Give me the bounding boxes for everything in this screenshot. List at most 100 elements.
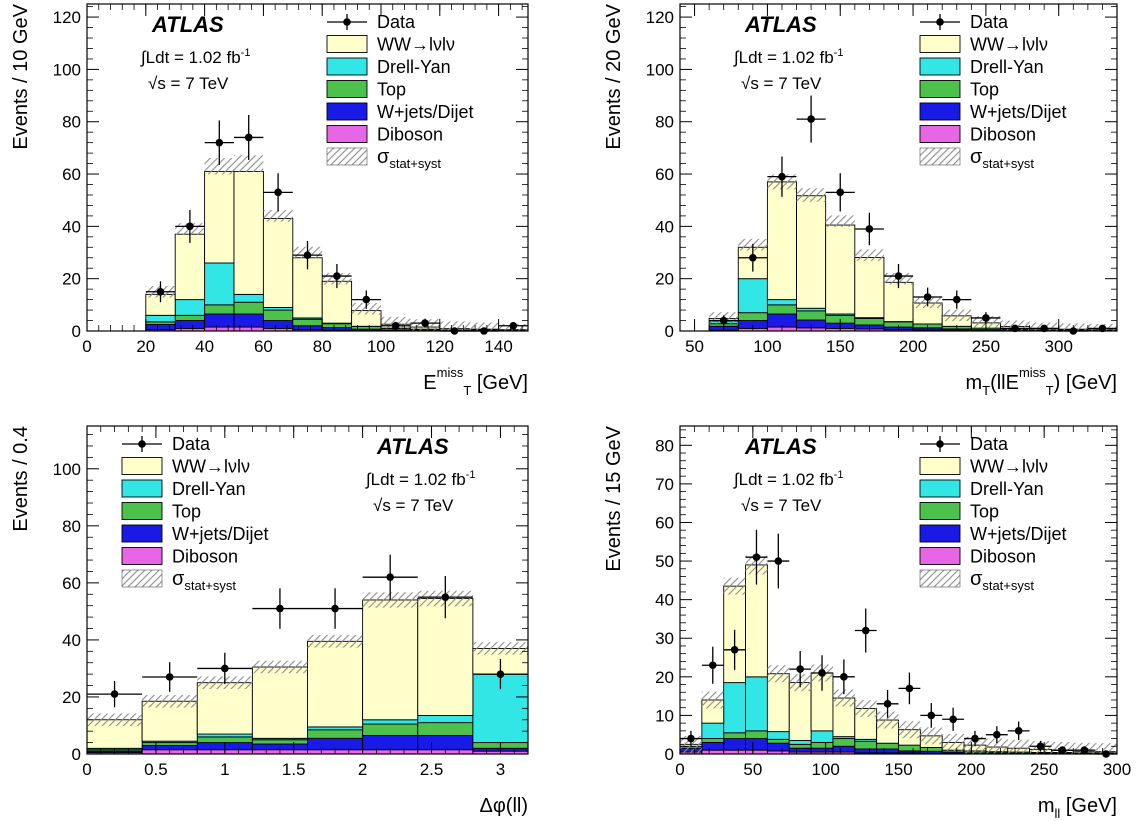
bar-ww	[196, 682, 253, 735]
data-point	[905, 684, 914, 693]
bar-wjets	[174, 320, 206, 329]
bar-top	[723, 732, 747, 740]
bar-ww	[362, 599, 419, 721]
bar-ww	[174, 233, 206, 301]
data-point	[244, 133, 253, 142]
legend-label-data: Data	[970, 12, 1009, 32]
data-point	[807, 115, 815, 123]
data-point	[1080, 746, 1089, 754]
bar-ww	[321, 280, 353, 324]
data-point	[927, 711, 936, 720]
uncertainty-band	[252, 660, 308, 674]
y-tick-label: 10	[655, 706, 674, 725]
data-point	[331, 604, 339, 613]
bar-dy	[723, 682, 747, 734]
uncertainty-band	[920, 727, 943, 745]
legend-swatch-ww	[326, 35, 368, 53]
y-tick-label: 120	[646, 8, 674, 27]
bar-wjets	[362, 735, 419, 751]
uncertainty-band	[701, 691, 724, 709]
legend-label-diboson: Diboson	[970, 547, 1036, 567]
data-point	[421, 319, 429, 327]
data-point	[221, 664, 229, 673]
data-point	[840, 673, 848, 681]
uncertainty-band	[898, 721, 921, 739]
uncertainty-band	[1007, 739, 1030, 754]
x-axis-title-sub: T	[982, 383, 990, 398]
bar-top	[898, 744, 921, 752]
legend-swatch-diboson	[919, 125, 961, 143]
bar-ww	[883, 281, 914, 323]
lumi-text: ∫Ldt = 1.02 fb-1	[733, 47, 843, 67]
bar-ww	[307, 640, 364, 728]
x-axis-title-sup: miss	[1019, 365, 1046, 380]
legend-label-band-sub: stat+syst	[982, 156, 1034, 171]
bar-top	[362, 723, 419, 736]
legend-swatch-band	[919, 569, 961, 588]
data-point	[778, 172, 786, 181]
data-point	[796, 665, 804, 673]
data-point	[441, 593, 450, 601]
x-axis-title: Emiss T [GeV]	[423, 365, 528, 398]
legend-swatch-top	[919, 502, 961, 520]
y-tick-label: 100	[646, 60, 674, 79]
bar-wjets	[701, 741, 725, 751]
legend-data-marker	[936, 440, 944, 448]
uncertainty-band	[234, 155, 264, 172]
uncertainty-band	[854, 249, 884, 261]
x-axis-title: mll [GeV]	[1038, 795, 1117, 821]
energy-text: √s = 7 TeV	[148, 74, 229, 93]
uncertainty-band	[142, 694, 198, 708]
x-tick-label: 200	[957, 760, 985, 779]
atlas-label: ATLAS	[744, 12, 817, 37]
legend-label-dy: Drell-Yan	[172, 479, 246, 499]
uncertainty-band	[942, 309, 972, 322]
bar-ww	[788, 682, 812, 741]
bar-dy	[204, 262, 235, 306]
data-point	[303, 251, 312, 259]
x-tick-label: 150	[884, 760, 912, 779]
legend-label-dy: Drell-Yan	[377, 57, 451, 77]
plot-frame	[86, 3, 529, 332]
y-tick-label: 80	[62, 517, 81, 536]
bar-ww	[251, 666, 308, 739]
bar-top	[292, 318, 323, 327]
y-tick-label: 20	[62, 270, 81, 289]
data-point	[818, 669, 826, 677]
bar-dy	[745, 676, 768, 732]
legend-label-ww: WW→lνlν	[377, 35, 455, 55]
legend-label-dy: Drell-Yan	[970, 57, 1044, 77]
legend-swatch-wjets	[919, 102, 961, 121]
bar-dy	[145, 314, 176, 323]
y-tick-label: 0	[665, 745, 674, 764]
legend-label-band-sub: stat+syst	[184, 578, 236, 593]
bar-ww	[825, 224, 856, 315]
x-axis-title-rest: [GeV]	[1060, 795, 1117, 817]
uncertainty-band	[767, 665, 790, 683]
x-tick-label: 2	[358, 760, 367, 779]
legend-swatch-dy	[326, 57, 368, 76]
data-point	[186, 222, 194, 231]
panel-met: 0 20 40 60 80 100 120 0 20 40 60 80 100 120 140 Events …	[10, 3, 529, 398]
legend-label-band-sub: stat+syst	[389, 156, 441, 171]
x-tick-label: 60	[254, 337, 273, 356]
uncertainty-band	[307, 635, 363, 648]
y-axis-title: Events / 20 GeV	[603, 3, 625, 149]
bar-top	[204, 304, 235, 315]
bar-dy	[233, 293, 264, 303]
data-point	[730, 646, 739, 654]
x-tick-label: 20	[136, 337, 155, 356]
uncertainty-band	[87, 713, 143, 727]
legend-swatch-band	[919, 147, 961, 166]
energy-text: √s = 7 TeV	[741, 496, 822, 515]
y-tick-label: 80	[62, 113, 81, 132]
data-point	[719, 316, 728, 325]
legend-label-wjets: W+jets/Dijet	[970, 102, 1067, 122]
bar-wjets	[723, 738, 747, 751]
legend-label-top: Top	[970, 502, 999, 522]
bar-top	[233, 301, 264, 315]
data-point	[952, 295, 961, 304]
bar-wjets	[233, 313, 264, 328]
legend-label-data: Data	[377, 12, 416, 32]
data-point	[496, 670, 505, 678]
